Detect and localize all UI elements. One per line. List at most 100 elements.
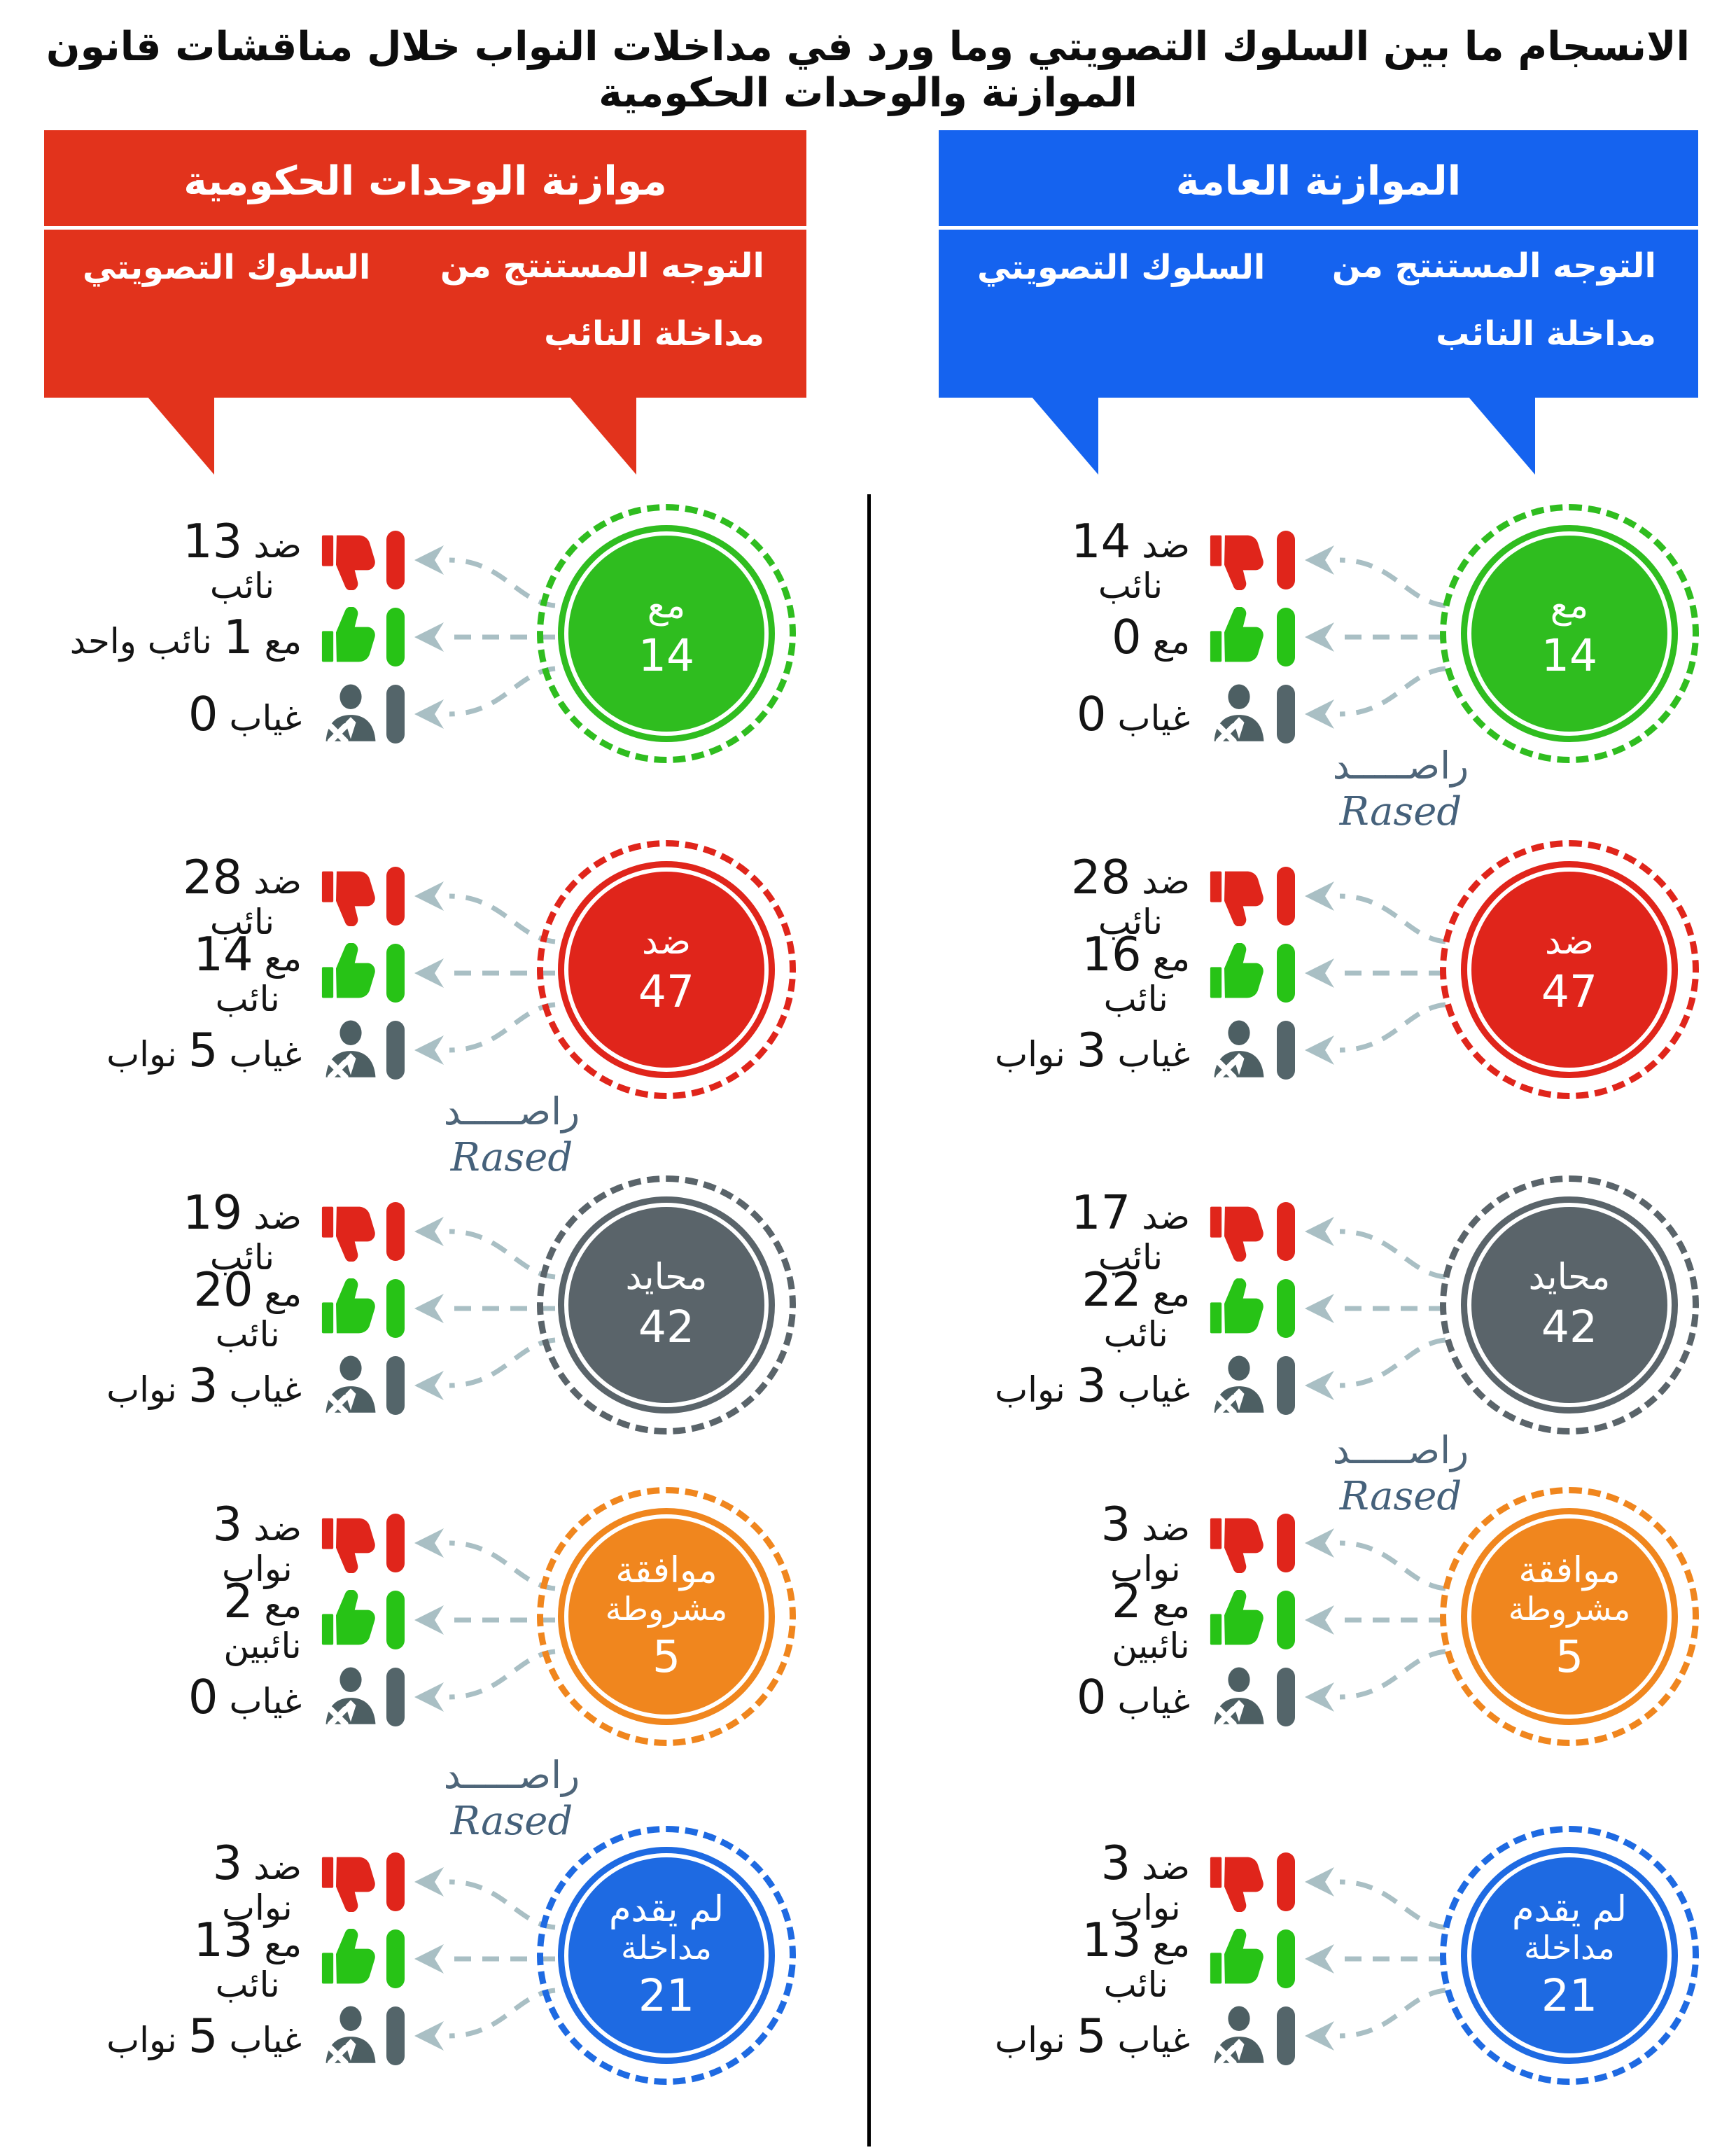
- against-indicator-bar: [1277, 531, 1295, 589]
- thumbs-down-icon: [1209, 530, 1269, 590]
- against-indicator-bar: [1277, 1514, 1295, 1572]
- against-label: 17 ضد نائب: [1071, 1185, 1190, 1278]
- against-indicator-bar: [386, 867, 405, 926]
- rased-watermark: راصـــــد Rased: [443, 1089, 580, 1180]
- absent-indicator-bar: [1277, 1356, 1295, 1415]
- against-indicator-bar: [386, 1202, 405, 1261]
- absent-indicator-bar: [1277, 685, 1295, 744]
- against-label: 3 ضد نواب: [212, 1836, 302, 1928]
- with-indicator-bar: [386, 1929, 405, 1988]
- thumbs-down-icon: [1209, 1513, 1269, 1573]
- with-label: نائب واحد 1 مع: [69, 610, 302, 664]
- with-indicator-bar: [1277, 1279, 1295, 1338]
- against-indicator-bar: [386, 1514, 405, 1572]
- column-label-voting-behavior: السلوك التصويتي: [977, 248, 1266, 287]
- category-circle-no-intervention: لم يقدم مداخلة 21: [1440, 1826, 1699, 2085]
- thumbs-down-icon: [1209, 1852, 1269, 1912]
- group-no-intervention-government-units: لم يقدم مداخلة 21 3 ضد نواب 13 مع نائب ن…: [0, 1822, 1736, 2088]
- against-label: 14 ضد نائب: [1071, 514, 1190, 606]
- group-conditional-government-units: موافقة مشروطة 5 3 ضد نواب 2 مع نائبين 0 …: [0, 1484, 1736, 1750]
- header-title-general: الموازنة العامة: [1175, 158, 1462, 204]
- pointer-triangle: [1031, 396, 1098, 475]
- column-label-inferred-position: التوجه المستنتج من مداخلة النائب: [440, 246, 764, 354]
- against-label: 3 ضد نواب: [212, 1497, 302, 1589]
- pointer-triangle: [147, 396, 214, 475]
- thumbs-up-icon: [1209, 1590, 1269, 1650]
- with-label: 13 مع نائب: [193, 1913, 302, 2005]
- with-indicator-bar: [386, 1591, 405, 1649]
- with-indicator-bar: [1277, 608, 1295, 666]
- group-against-government-units: ضد 47 28 ضد نائب 14 مع نائب نواب 5 غياب: [0, 837, 1736, 1103]
- header-separator-line: [939, 226, 1698, 230]
- with-label: 2 مع نائبين: [1111, 1574, 1190, 1666]
- absent-label: نواب 3 غياب: [995, 1023, 1190, 1077]
- group-against-general: ضد 47 28 ضد نائب 16 مع نائب نواب 3 غياب: [0, 837, 1736, 1103]
- header-general-budget: الموازنة العامة التوجه المستنتج من مداخل…: [939, 130, 1698, 398]
- with-indicator-bar: [1277, 1929, 1295, 1988]
- against-indicator-bar: [386, 1852, 405, 1911]
- pointer-triangle: [569, 396, 636, 475]
- with-label: 0 مع: [1111, 610, 1190, 664]
- header-title-government-units: موازنة الوحدات الحكومية: [183, 158, 667, 204]
- rased-watermark: راصـــــد Rased: [1332, 744, 1469, 835]
- absent-person-icon: [1209, 1667, 1269, 1727]
- absent-label: نواب 5 غياب: [106, 1023, 302, 1077]
- thumbs-up-icon: [1209, 607, 1269, 667]
- against-label: 13 ضد نائب: [183, 514, 302, 606]
- with-label: 2 مع نائبين: [223, 1574, 302, 1666]
- arrow-left-icon: [1305, 1867, 1449, 2051]
- thumbs-up-icon: [1209, 943, 1269, 1003]
- absent-label: 0 غياب: [1076, 687, 1190, 741]
- group-with-general: مع 14 14 ضد نائب 0 مع 0 غياب: [0, 501, 1736, 767]
- rased-watermark: راصـــــد Rased: [443, 1753, 580, 1844]
- group-neutral-general: محايد 42 17 ضد نائب 22 مع نائب نواب 3 غي…: [0, 1172, 1736, 1438]
- absent-indicator-bar: [1277, 1021, 1295, 1080]
- arrow-left-icon: [1305, 1528, 1449, 1712]
- absent-indicator-bar: [386, 685, 405, 744]
- with-indicator-bar: [386, 608, 405, 666]
- with-label: 22 مع نائب: [1082, 1262, 1190, 1355]
- category-circle-conditional: موافقة مشروطة 5: [537, 1487, 796, 1746]
- absent-label: 0 غياب: [1076, 1670, 1190, 1724]
- against-label: 28 ضد نائب: [1071, 850, 1190, 942]
- absent-label: نواب 3 غياب: [995, 1358, 1190, 1413]
- arrow-left-icon: [1305, 1217, 1449, 1400]
- absent-indicator-bar: [386, 1668, 405, 1726]
- rased-watermark: راصـــــد Rased: [1332, 1428, 1469, 1519]
- with-indicator-bar: [1277, 944, 1295, 1003]
- against-indicator-bar: [1277, 867, 1295, 926]
- against-indicator-bar: [1277, 1852, 1295, 1911]
- against-label: 19 ضد نائب: [183, 1185, 302, 1278]
- column-divider: [867, 494, 871, 2146]
- column-label-voting-behavior: السلوك التصويتي: [83, 248, 371, 287]
- thumbs-down-icon: [1209, 1201, 1269, 1262]
- group-conditional-general: موافقة مشروطة 5 3 ضد نواب 2 مع نائبين 0 …: [0, 1484, 1736, 1750]
- absent-label: نواب 5 غياب: [106, 2009, 302, 2063]
- absent-indicator-bar: [386, 1356, 405, 1415]
- absent-indicator-bar: [1277, 2006, 1295, 2065]
- group-with-government-units: مع 14 13 ضد نائب نائب واحد 1 مع 0 غياب: [0, 501, 1736, 767]
- category-circle-against: ضد 47: [537, 840, 796, 1099]
- category-circle-neutral: محايد 42: [1440, 1175, 1699, 1435]
- group-neutral-government-units: محايد 42 19 ضد نائب 20 مع نائب نواب 3 غي…: [0, 1172, 1736, 1438]
- category-circle-conditional: موافقة مشروطة 5: [1440, 1487, 1699, 1746]
- absent-label: 0 غياب: [188, 687, 302, 741]
- against-label: 28 ضد نائب: [183, 850, 302, 942]
- absent-indicator-bar: [1277, 1668, 1295, 1726]
- category-circle-against: ضد 47: [1440, 840, 1699, 1099]
- header-government-units-budget: موازنة الوحدات الحكومية التوجه المستنتج …: [44, 130, 806, 398]
- pointer-triangle: [1468, 396, 1535, 475]
- column-label-inferred-position: التوجه المستنتج من مداخلة النائب: [1331, 246, 1656, 354]
- against-indicator-bar: [1277, 1202, 1295, 1261]
- absent-person-icon: [1209, 1355, 1269, 1416]
- with-label: 14 مع نائب: [193, 927, 302, 1019]
- absent-label: نواب 3 غياب: [106, 1358, 302, 1413]
- with-indicator-bar: [1277, 1591, 1295, 1649]
- absent-person-icon: [1209, 2006, 1269, 2066]
- category-circle-neutral: محايد 42: [537, 1175, 796, 1435]
- arrow-left-icon: [1305, 881, 1449, 1065]
- against-indicator-bar: [386, 531, 405, 589]
- header-separator-line: [44, 226, 806, 230]
- thumbs-down-icon: [1209, 866, 1269, 926]
